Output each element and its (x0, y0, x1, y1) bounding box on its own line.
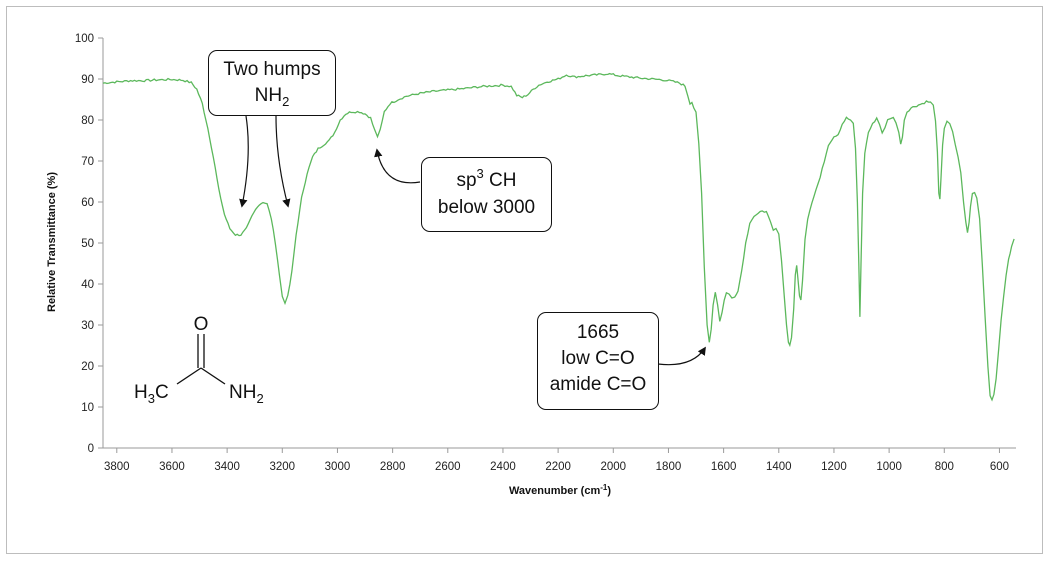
y-tick-label: 80 (81, 115, 94, 127)
y-tick-label: 40 (81, 279, 94, 291)
x-tick-label: 2200 (545, 461, 571, 473)
x-axis-title: Wavenumber (cm-1) (509, 483, 611, 497)
x-tick-label: 2600 (435, 461, 461, 473)
spectrum-line (102, 72, 1015, 402)
chart-frame (6, 6, 1043, 554)
x-tick-label: 1000 (876, 461, 902, 473)
x-tick-label: 2000 (600, 461, 626, 473)
y-tick-label: 70 (81, 156, 94, 168)
callout-co-line3: amide C=O (549, 374, 647, 395)
x-tick-label: 3000 (325, 461, 351, 473)
y-tick-label: 50 (81, 238, 94, 250)
methyl-label: H3C (134, 382, 169, 406)
x-tick-label: 1800 (656, 461, 682, 473)
callout-co-line1: 1665 (576, 322, 620, 343)
callout-nh2: Two humps NH2 (208, 50, 336, 116)
x-tick-label: 1200 (821, 461, 847, 473)
callout-ch-line1: sp3 CH (456, 166, 517, 191)
amine-label: NH2 (229, 382, 264, 406)
x-tick-label: 3400 (214, 461, 240, 473)
nh2-arrow-right (275, 115, 291, 208)
ch-arrow (374, 148, 421, 184)
oxygen-label: O (194, 314, 209, 335)
callout-ch: sp3 CH below 3000 (421, 157, 552, 232)
x-tick-label: 1600 (711, 461, 737, 473)
x-tick-label: 2400 (490, 461, 516, 473)
y-tick-label: 10 (81, 402, 94, 414)
y-tick-label: 0 (88, 443, 94, 455)
x-tick-label: 2800 (380, 461, 406, 473)
x-tick-label: 600 (990, 461, 1009, 473)
nh2-arrow-left (239, 115, 249, 208)
x-tick-label: 3600 (159, 461, 185, 473)
callout-nh2-line2: NH2 (254, 85, 290, 109)
callout-nh2-line1: Two humps (223, 59, 321, 80)
callout-co: 1665 low C=O amide C=O (537, 312, 659, 410)
y-tick-label: 60 (81, 197, 94, 209)
y-tick-label: 90 (81, 74, 94, 86)
y-axis-title: Relative Transmittance (%) (46, 172, 58, 312)
callout-co-line2: low C=O (561, 348, 635, 369)
x-tick-label: 800 (935, 461, 954, 473)
x-tick-label: 3800 (104, 461, 130, 473)
x-tick-label: 3200 (269, 461, 295, 473)
acetamide-structure: O H3C NH2 (134, 314, 264, 406)
y-tick-label: 30 (81, 320, 94, 332)
callout-ch-line2: below 3000 (437, 197, 536, 218)
y-tick-label: 100 (75, 33, 94, 45)
x-tick-label: 1400 (766, 461, 792, 473)
co-arrow (657, 346, 706, 366)
y-tick-label: 20 (81, 361, 94, 373)
